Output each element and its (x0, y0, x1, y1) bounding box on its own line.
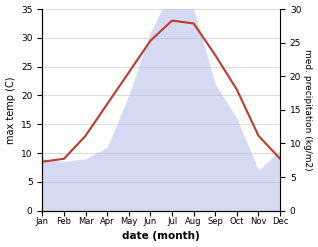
Y-axis label: max temp (C): max temp (C) (5, 76, 16, 144)
X-axis label: date (month): date (month) (122, 231, 200, 242)
Y-axis label: med. precipitation (kg/m2): med. precipitation (kg/m2) (303, 49, 313, 171)
